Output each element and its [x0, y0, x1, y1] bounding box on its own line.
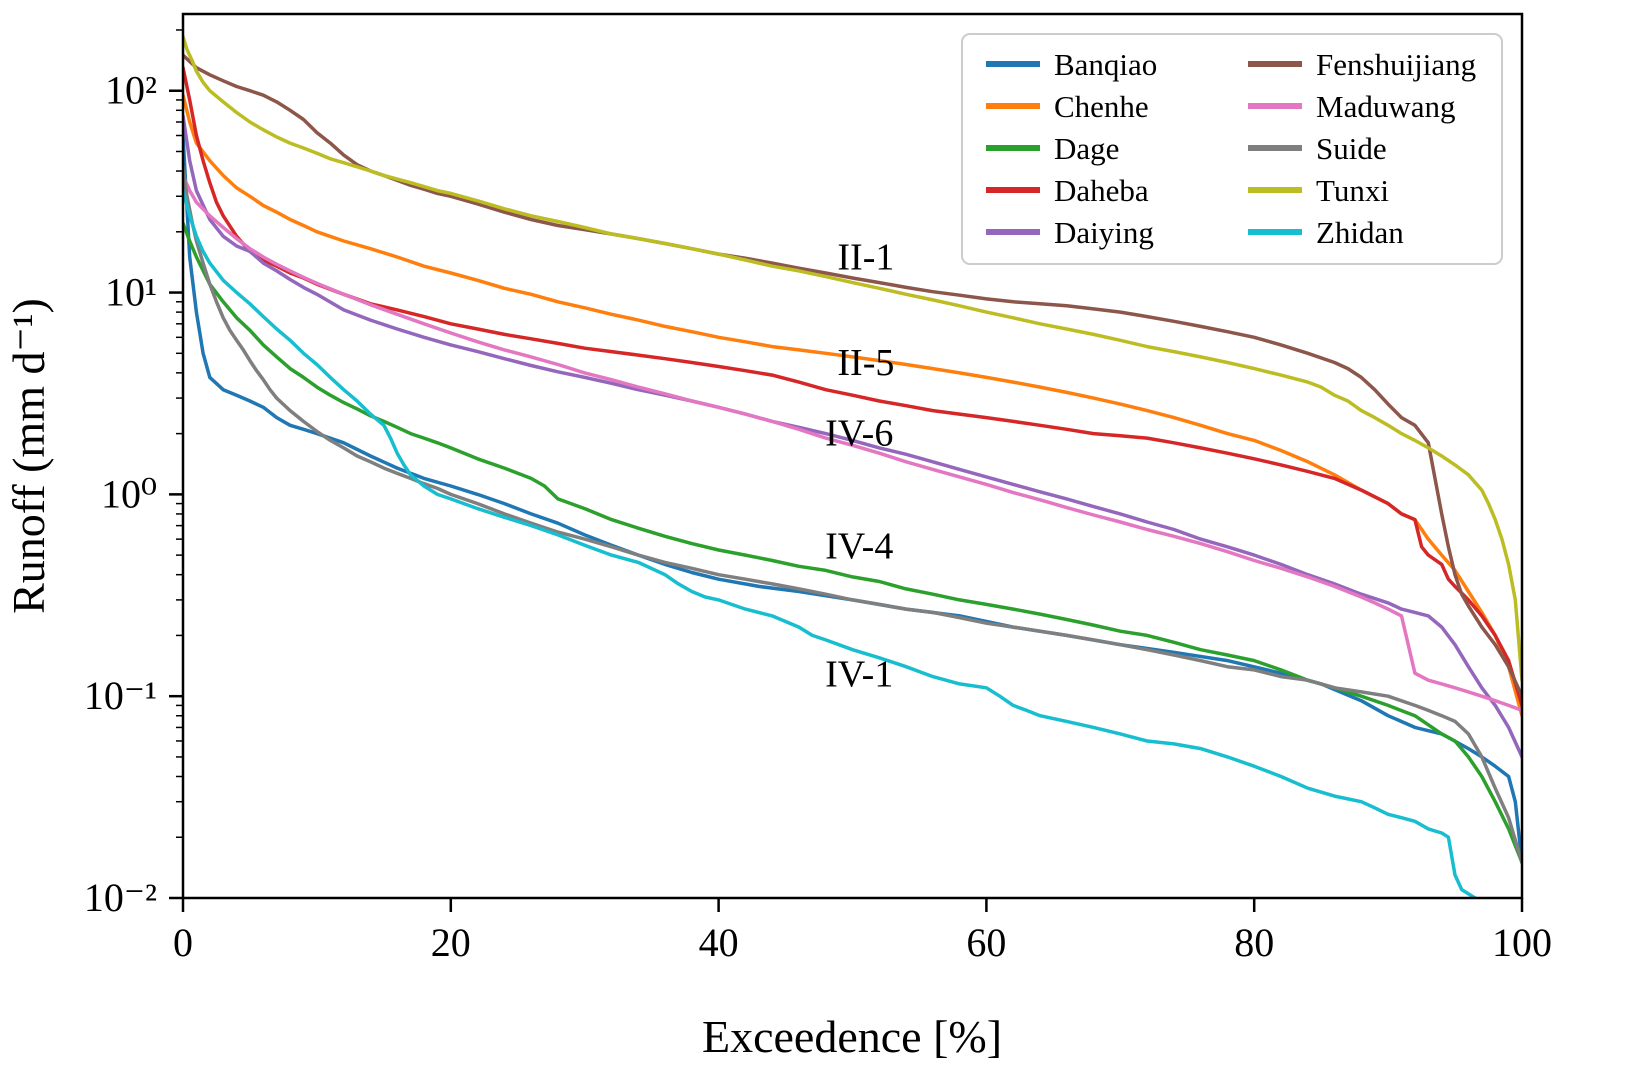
annotation-ii-5: II-5 — [837, 342, 894, 384]
x-tick-label: 80 — [1234, 920, 1274, 965]
annotation-iv-6: IV-6 — [825, 412, 893, 454]
legend-label-zhidan: Zhidan — [1316, 215, 1404, 250]
x-tick-label: 40 — [699, 920, 739, 965]
legend-item-fenshuijiang: Fenshuijiang — [1248, 47, 1476, 82]
x-tick-label: 20 — [431, 920, 471, 965]
legend-item-banqiao: Banqiao — [986, 47, 1157, 82]
plot-area: 10⁻² 10⁻¹ 10⁰ 10¹ 10² 0 20 40 60 80 100 II-1 II-5 IV-… — [84, 12, 1552, 965]
legend-item-suide: Suide — [1248, 131, 1387, 166]
legend-label-chenhe: Chenhe — [1054, 89, 1149, 124]
legend-item-daiying: Daiying — [986, 215, 1154, 250]
legend-label-daheba: Daheba — [1054, 173, 1149, 208]
y-tick-label: 10² — [105, 68, 157, 113]
series-line-daheba — [183, 65, 1522, 708]
series-line-tunxi — [183, 35, 1522, 682]
y-tick-label: 10⁻² — [84, 875, 157, 920]
series-line-zhidan — [183, 188, 1477, 898]
legend-label-fenshuijiang: Fenshuijiang — [1316, 47, 1476, 82]
annotation-iv-4: IV-4 — [825, 526, 893, 568]
legend-label-banqiao: Banqiao — [1054, 47, 1157, 82]
legend-item-dage: Dage — [986, 131, 1119, 166]
annotation-iv-1: IV-1 — [825, 653, 893, 695]
legend-label-suide: Suide — [1316, 131, 1387, 166]
legend-label-dage: Dage — [1054, 131, 1119, 166]
y-tick-label: 10¹ — [105, 270, 157, 315]
series-line-fenshuijiang — [183, 53, 1522, 698]
y-axis-label: Runoff (mm d⁻¹) — [3, 298, 54, 614]
legend-label-daiying: Daiying — [1054, 215, 1154, 250]
legend-label-tunxi: Tunxi — [1316, 173, 1389, 208]
y-tick-label: 10⁰ — [101, 471, 157, 516]
legend-item-zhidan: Zhidan — [1248, 215, 1404, 250]
legend: Banqiao Chenhe Dage Daheba Daiying Fenshuijia… — [961, 33, 1503, 265]
annotation-ii-1: II-1 — [837, 237, 894, 279]
plot-frame — [181, 12, 1524, 900]
series-line-daiying — [183, 114, 1522, 759]
legend-item-tunxi: Tunxi — [1248, 173, 1389, 208]
legend-item-maduwang: Maduwang — [1248, 89, 1455, 124]
series-line-suide — [183, 165, 1522, 865]
x-tick-label: 60 — [966, 920, 1006, 965]
series-layer — [183, 35, 1522, 898]
legend-box — [961, 33, 1503, 265]
x-axis-label: Exceedence [%] — [702, 1011, 1002, 1062]
legend-item-chenhe: Chenhe — [986, 89, 1149, 124]
series-line-maduwang — [183, 173, 1522, 713]
x-tick-label: 0 — [173, 920, 193, 965]
x-tick-label: 100 — [1492, 920, 1552, 965]
legend-label-maduwang: Maduwang — [1316, 89, 1455, 124]
legend-item-daheba: Daheba — [986, 173, 1149, 208]
y-tick-label: 10⁻¹ — [84, 673, 157, 718]
